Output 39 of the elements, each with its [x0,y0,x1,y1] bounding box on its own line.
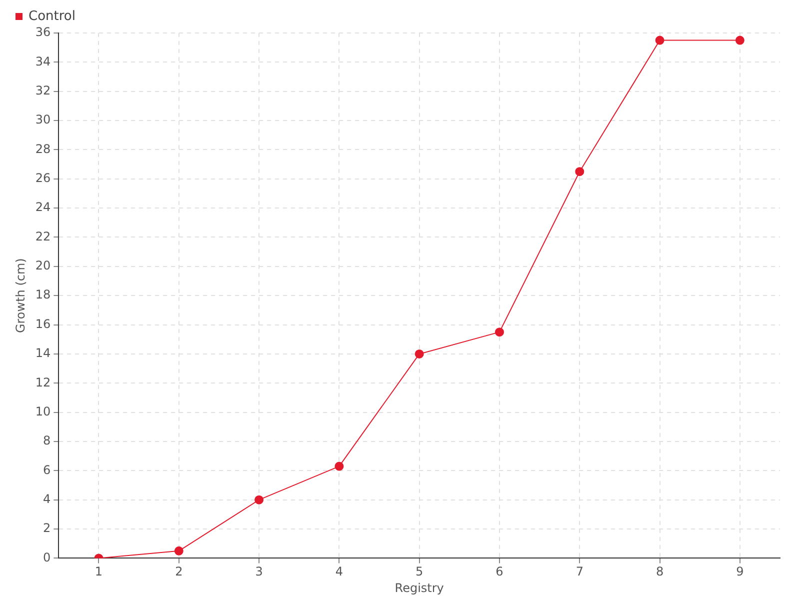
y-tick-label: 10 [35,404,51,418]
y-tick-label: 8 [43,434,51,448]
x-tick-label: 6 [496,564,504,579]
point [575,167,584,176]
x-axis-title: Registry [394,580,444,595]
y-tick-label: 22 [35,229,51,244]
x-tick-label: 5 [416,564,424,579]
y-axis-title: Growth (cm) [13,258,28,334]
point [655,36,664,45]
y-tick-label: 28 [35,142,51,156]
y-tick-label: 16 [35,316,51,331]
y-tick-label: 24 [35,200,51,214]
y-tick-label: 6 [43,462,51,477]
y-tick-label: 12 [35,375,51,390]
y-tick-label: 34 [35,54,51,68]
y-tick-label: 36 [35,25,51,40]
x-tick-label: 8 [656,564,664,579]
y-tick-label: 14 [35,346,51,360]
point [494,328,504,337]
x-tick-label: 7 [576,564,584,579]
y-tick-label: 26 [35,171,51,186]
y-tick-label: 20 [35,258,51,273]
y-tick-label: 0 [43,550,51,564]
point [254,495,264,504]
y-tick-label: 32 [35,83,51,98]
x-tick-label: 1 [94,564,103,579]
point [334,462,344,471]
legend-label: Control [28,8,76,24]
y-tick-label: 2 [43,521,51,536]
y-tick-label: 30 [35,112,51,127]
y-tick-label: 18 [35,288,51,302]
point [174,546,184,556]
x-tick-label: 9 [736,564,744,579]
x-tick-label: 2 [175,564,183,579]
point [414,349,424,358]
x-tick-label: 4 [335,564,344,579]
point [735,36,744,45]
x-tick-label: 3 [255,564,263,579]
y-tick-label: 4 [43,492,51,506]
